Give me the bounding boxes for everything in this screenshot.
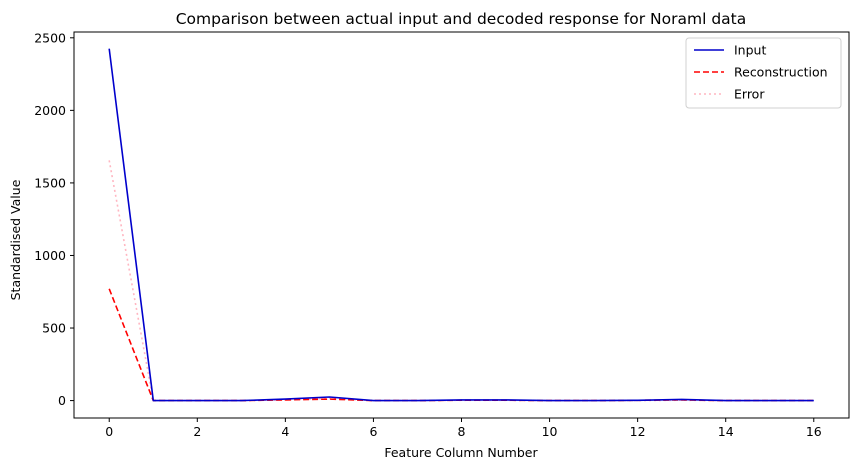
- series-lines: [108, 48, 814, 402]
- x-tick-label: 10: [542, 424, 558, 439]
- legend-label-reconstruction: Reconstruction: [734, 65, 828, 80]
- y-tick-label: 2500: [34, 30, 66, 45]
- legend-label-error: Error: [734, 87, 765, 102]
- series-line-reconstruction: [108, 288, 814, 402]
- x-tick-label: 8: [458, 424, 466, 439]
- x-tick-label: 12: [630, 424, 646, 439]
- x-tick-label: 4: [281, 424, 289, 439]
- legend-box: [685, 37, 842, 109]
- series-line-input: [108, 48, 814, 402]
- x-tick-label: 16: [806, 424, 822, 439]
- y-tick-label: 1000: [34, 248, 66, 263]
- x-tick-label: 14: [718, 424, 734, 439]
- y-tick-label: 500: [42, 321, 66, 336]
- y-tick-label: 2000: [34, 103, 66, 118]
- axis-ticks: 0 2 4 6 8 10 12 14 16 0 500 1000 1500 2000 2500: [34, 30, 822, 439]
- y-tick-label: 0: [58, 393, 66, 408]
- y-tick-label: 1500: [34, 175, 66, 190]
- series-line-error: [108, 160, 814, 402]
- x-tick-label: 6: [369, 424, 377, 439]
- x-tick-label: 2: [193, 424, 201, 439]
- y-axis-label: Standardised Value: [8, 179, 23, 300]
- x-axis-label: Feature Column Number: [384, 445, 538, 460]
- x-tick-label: 0: [105, 424, 113, 439]
- legend-label-input: Input: [734, 43, 766, 58]
- chart-title: Comparison between actual input and deco…: [176, 10, 747, 28]
- legend: Input Reconstruction Error: [685, 37, 842, 109]
